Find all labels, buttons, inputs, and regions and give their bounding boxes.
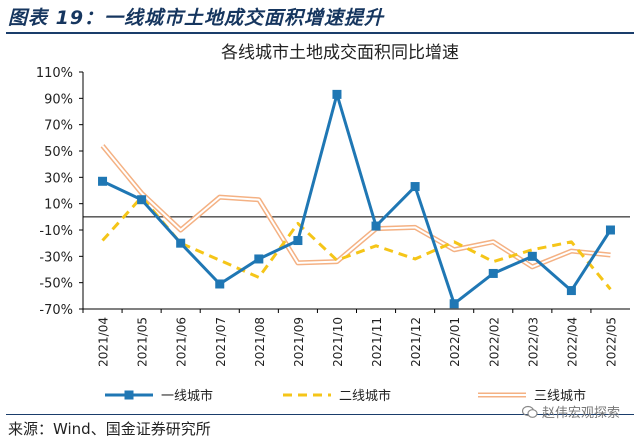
x-tick-label: 2022/02 <box>487 317 501 367</box>
x-tick-label: 2021/09 <box>292 317 306 367</box>
legend-label: 二线城市 <box>339 388 391 404</box>
source-note: 来源：Wind、国金证券研究所 <box>8 420 211 438</box>
data-point-tier1 <box>488 268 498 278</box>
data-point-tier1 <box>371 221 381 231</box>
y-tick-label: -10% <box>39 224 73 239</box>
wechat-icon <box>521 405 538 418</box>
figure-title: 图表 19：一线城市土地成交面积增速提升 <box>8 7 385 29</box>
legend-marker-tier1 <box>124 390 134 400</box>
legend: 一线城市 二线城市 三线城市 <box>105 388 586 404</box>
watermark: 赵伟宏观探索 <box>521 402 620 421</box>
data-point-tier1 <box>215 279 225 289</box>
series-line-tier1 <box>101 92 612 306</box>
data-point-tier1 <box>527 251 537 261</box>
data-point-tier1 <box>176 238 186 248</box>
legend-label: 一线城市 <box>161 388 213 404</box>
legend-label: 三线城市 <box>534 388 586 404</box>
x-tick-label: 2022/03 <box>526 317 540 367</box>
data-point-tier1 <box>98 176 108 186</box>
data-point-tier1 <box>332 89 342 99</box>
x-tick-label: 2022/05 <box>604 317 618 367</box>
x-tick-label: 2021/11 <box>370 317 384 367</box>
y-tick-label: 110% <box>36 66 73 81</box>
data-point-tier1 <box>254 254 264 264</box>
y-tick-label: -50% <box>39 277 73 292</box>
series-line-tier2 <box>101 195 612 291</box>
data-point-tier1 <box>566 286 576 296</box>
y-tick-label: -30% <box>39 250 73 265</box>
y-tick-label: 90% <box>44 92 73 107</box>
y-tick-label: 70% <box>44 119 73 134</box>
chart-title: 各线城市土地成交面积同比增速 <box>221 43 459 63</box>
data-point-tier1 <box>449 299 459 309</box>
x-tick-label: 2021/10 <box>331 317 345 367</box>
x-tick-label: 2021/12 <box>409 317 423 367</box>
x-tick-label: 2021/07 <box>214 317 228 367</box>
title-divider <box>6 32 634 34</box>
y-tick-label: 30% <box>44 171 73 186</box>
data-point-tier1 <box>410 182 420 192</box>
x-tick-label: 2021/04 <box>97 317 111 367</box>
y-tick-label: -70% <box>39 303 73 318</box>
x-tick-label: 2021/05 <box>136 317 150 367</box>
watermark-label: 赵伟宏观探索 <box>541 406 620 421</box>
axes: 110% 90% 70% 50% 30% 10% -10% -30% -50% -70% 2021/… <box>36 66 630 367</box>
data-point-tier1 <box>293 236 303 246</box>
source-divider <box>6 414 634 415</box>
y-tick-label: 10% <box>44 198 73 213</box>
series-line-tier3-inner <box>101 145 611 268</box>
x-tick-label: 2021/06 <box>175 317 189 367</box>
series-layer <box>98 89 615 309</box>
data-point-tier1 <box>605 225 615 235</box>
x-tick-label: 2022/01 <box>448 317 462 367</box>
y-tick-label: 50% <box>44 145 73 160</box>
x-tick-label: 2021/08 <box>253 317 267 367</box>
x-tick-label: 2022/04 <box>565 317 579 367</box>
data-point-tier1 <box>137 195 147 205</box>
line-chart: 各线城市土地成交面积同比增速 110% 90% 70% 50% 30% 10% -10% -3… <box>36 43 630 404</box>
